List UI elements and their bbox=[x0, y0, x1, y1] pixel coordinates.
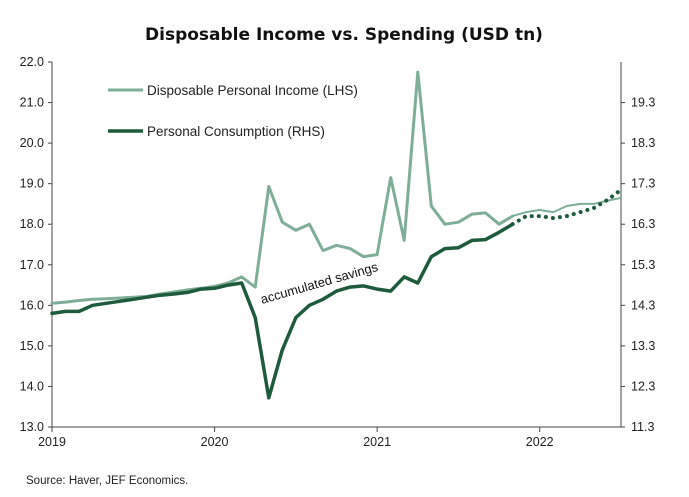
legend-label-consumption: Personal Consumption (RHS) bbox=[147, 124, 325, 139]
plot-frame bbox=[51, 62, 622, 428]
forecast-line-income bbox=[512, 196, 622, 218]
right-tick-label: 16.3 bbox=[631, 217, 655, 231]
right-tick-label: 11.3 bbox=[631, 420, 654, 434]
right-tick-label: 14.3 bbox=[631, 298, 655, 312]
right-tick-label: 13.3 bbox=[631, 339, 655, 353]
x-tick-label: 2021 bbox=[363, 435, 391, 449]
forecast-line-consumption bbox=[510, 187, 623, 227]
left-tick-label: 15.0 bbox=[20, 339, 44, 353]
left-tick-label: 16.0 bbox=[20, 298, 44, 312]
series-line-income bbox=[50, 70, 515, 305]
left-tick-label: 17.0 bbox=[20, 258, 44, 272]
left-tick-label: 14.0 bbox=[20, 379, 44, 393]
right-axis: 19.3 18.3 17.3 16.3 15.3 14.3 13.3 12.3 11.3 bbox=[621, 96, 655, 434]
x-axis: 2019 2020 2021 2022 bbox=[38, 427, 554, 449]
right-tick-label: 17.3 bbox=[631, 177, 655, 191]
left-axis: 22.0 21.0 20.0 19.0 18.0 17.0 16.0 15.0 14.0 13.0 bbox=[20, 55, 52, 434]
series-layer bbox=[50, 70, 623, 400]
left-tick-label: 19.0 bbox=[20, 177, 44, 191]
left-tick-label: 18.0 bbox=[20, 217, 44, 231]
x-tick-label: 2019 bbox=[38, 435, 66, 449]
right-tick-label: 15.3 bbox=[631, 258, 655, 272]
legend: Disposable Personal Income (LHS) Persona… bbox=[108, 83, 358, 139]
series-line-consumption bbox=[50, 222, 515, 400]
right-tick-label: 12.3 bbox=[631, 379, 655, 393]
right-tick-label: 19.3 bbox=[631, 96, 655, 110]
chart-title: Disposable Income vs. Spending (USD tn) bbox=[145, 25, 543, 45]
source-note: Source: Haver, JEF Economics. bbox=[26, 475, 188, 487]
left-tick-label: 13.0 bbox=[20, 420, 44, 434]
left-tick-label: 21.0 bbox=[20, 96, 44, 110]
x-tick-label: 2022 bbox=[526, 435, 554, 449]
right-tick-label: 18.3 bbox=[631, 136, 655, 150]
x-tick-label: 2020 bbox=[201, 435, 229, 449]
left-tick-label: 22.0 bbox=[20, 55, 44, 69]
legend-label-income: Disposable Personal Income (LHS) bbox=[147, 83, 358, 98]
left-tick-label: 20.0 bbox=[20, 136, 44, 150]
